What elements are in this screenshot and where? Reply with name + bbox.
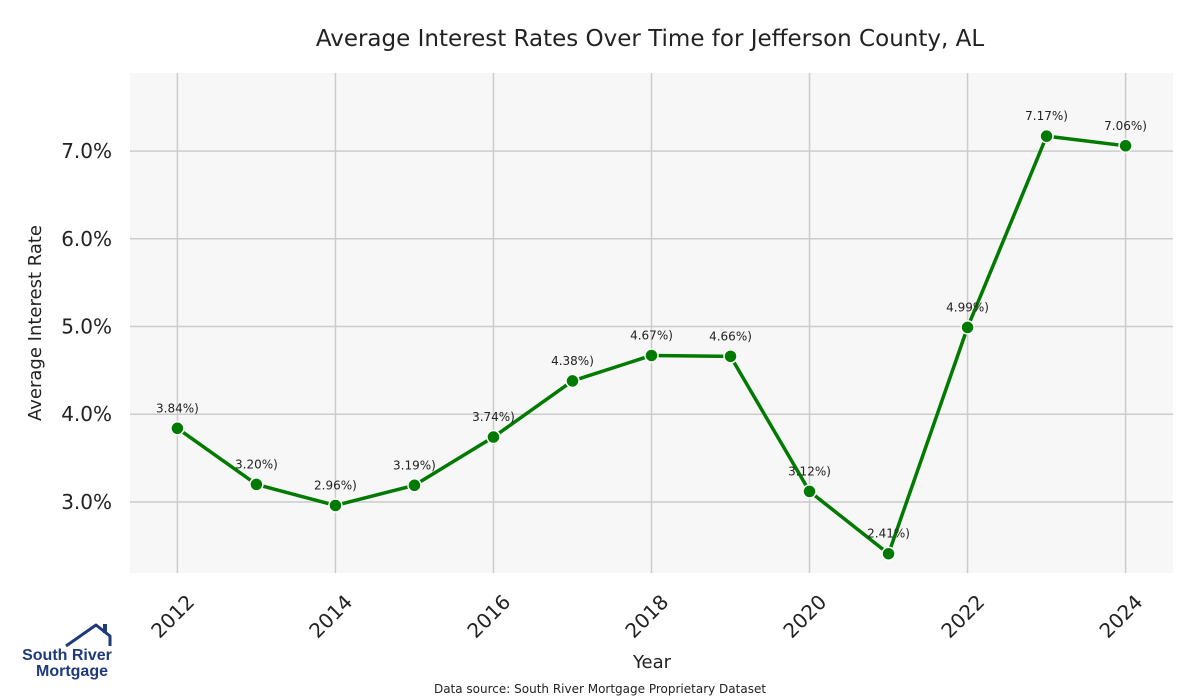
x-tick-label: 2016 bbox=[462, 590, 515, 643]
data-point bbox=[960, 320, 975, 335]
y-tick-label: 4.0% bbox=[61, 402, 112, 426]
data-point bbox=[486, 429, 501, 445]
data-label: 4.66%) bbox=[709, 329, 752, 343]
data-point bbox=[1118, 138, 1133, 154]
data-point bbox=[1039, 128, 1054, 144]
logo-text-line1: South River bbox=[22, 647, 112, 664]
x-tick-label: 2022 bbox=[936, 590, 989, 643]
data-point bbox=[723, 349, 738, 364]
y-tick-labels: 3.0% 4.0% 5.0% 6.0% 7.0% bbox=[61, 139, 112, 514]
data-point bbox=[249, 477, 264, 492]
data-point bbox=[565, 373, 580, 389]
data-label: 3.20%) bbox=[235, 457, 278, 471]
data-points bbox=[170, 128, 1133, 561]
data-point bbox=[407, 478, 422, 493]
data-label: 3.12%) bbox=[788, 464, 831, 478]
y-tick-label: 3.0% bbox=[61, 490, 112, 514]
x-axis-label: Year bbox=[632, 652, 672, 673]
source-note: Data source: South River Mortgage Propri… bbox=[434, 682, 766, 696]
data-label: 4.67%) bbox=[630, 328, 673, 342]
data-label: 2.96%) bbox=[314, 478, 357, 492]
logo-text-line2: Mortgage bbox=[36, 663, 108, 680]
data-point bbox=[881, 546, 896, 561]
data-label: 3.19%) bbox=[393, 458, 436, 472]
house-chimney-icon bbox=[103, 624, 107, 633]
y-axis-label: Average Interest Rate bbox=[25, 225, 46, 421]
data-point bbox=[644, 348, 659, 363]
y-tick-label: 5.0% bbox=[61, 315, 112, 339]
data-labels: 3.84%) 3.20%) 2.96%) 3.19%) 3.74%) 4.38%) 4.67… bbox=[156, 109, 1147, 541]
x-tick-labels: 2012 2014 2016 2018 2020 2022 2024 bbox=[146, 590, 1147, 643]
x-tick-label: 2012 bbox=[146, 590, 199, 643]
data-label: 3.74%) bbox=[472, 410, 515, 424]
data-label: 4.99%) bbox=[946, 300, 989, 314]
chart-title: Average Interest Rates Over Time for Jef… bbox=[316, 26, 985, 52]
data-label: 7.06%) bbox=[1104, 119, 1147, 133]
data-label: 2.41%) bbox=[867, 527, 910, 541]
x-tick-label: 2014 bbox=[304, 590, 357, 643]
data-label: 7.17%) bbox=[1025, 109, 1068, 123]
x-tick-label: 2018 bbox=[620, 590, 673, 643]
x-tick-label: 2024 bbox=[1094, 590, 1147, 643]
data-label: 3.84%) bbox=[156, 401, 199, 415]
data-point bbox=[328, 498, 343, 513]
y-tick-label: 6.0% bbox=[61, 227, 112, 251]
data-label: 4.38%) bbox=[551, 354, 594, 368]
company-logo: South River Mortgage bbox=[22, 623, 112, 680]
y-tick-label: 7.0% bbox=[61, 139, 112, 163]
x-tick-label: 2020 bbox=[778, 590, 831, 643]
data-point bbox=[802, 484, 817, 499]
data-point bbox=[170, 421, 185, 436]
